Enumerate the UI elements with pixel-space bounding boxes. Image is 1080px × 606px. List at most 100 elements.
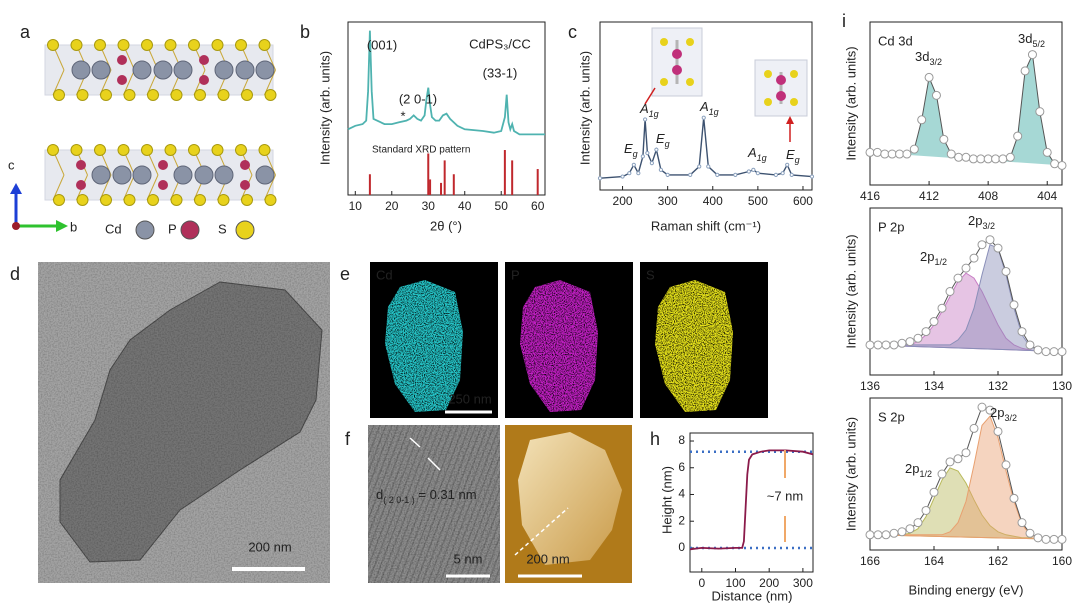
data-point [706, 164, 711, 169]
label-sub: g [633, 149, 638, 159]
atom-s [790, 70, 798, 78]
atom-s [764, 70, 772, 78]
y-tick-label: 8 [678, 433, 685, 447]
atom-p [76, 160, 86, 170]
data-point [1050, 159, 1060, 169]
data-point [945, 287, 955, 296]
atom-s [94, 144, 106, 156]
data-point [929, 317, 939, 327]
data-point [1033, 533, 1043, 543]
x-tick-label: 136 [860, 379, 880, 393]
label-main: A [747, 145, 757, 160]
legend-label: P [168, 221, 177, 236]
label-sub: 1g [709, 107, 719, 117]
data-point [1009, 493, 1019, 503]
x-tick-label: 200 [613, 194, 633, 208]
axis-label: c [8, 157, 15, 172]
axis-origin [12, 222, 20, 230]
data-point [937, 469, 947, 479]
data-point [993, 426, 1003, 436]
atom-s [217, 89, 230, 101]
data-point [931, 90, 941, 100]
data-point [977, 402, 987, 412]
mode-label: A1g [747, 145, 767, 163]
atom-cd [112, 165, 132, 185]
y-axis-label: Height (nm) [659, 466, 674, 534]
atom-s [76, 89, 89, 101]
atom-s [170, 194, 183, 206]
atom-s [164, 144, 177, 156]
noise [38, 262, 330, 583]
atom-s [217, 194, 230, 206]
peak-label: 2p1/2 [905, 461, 932, 479]
legend-atom [135, 220, 155, 240]
atom-p [117, 55, 127, 65]
data-point [1042, 147, 1052, 157]
panel-label: c [568, 22, 577, 42]
data-point [1009, 300, 1019, 310]
atom-s [123, 89, 136, 101]
atom-s [211, 144, 224, 156]
data-point [1017, 327, 1027, 337]
data-line [599, 117, 813, 179]
data-point [865, 340, 875, 350]
panel-title: S 2p [878, 409, 905, 424]
atom-p [199, 55, 209, 65]
x-tick-label: 164 [924, 554, 944, 568]
atom-s [141, 39, 153, 51]
label-sub: 5/2 [1032, 39, 1045, 49]
atom-cd [255, 165, 275, 185]
y-tick-label: 0 [678, 540, 685, 554]
data-point [620, 174, 625, 179]
y-axis-label: Intensity (arb. units) [843, 234, 858, 348]
peak-label: 2p3/2 [990, 405, 1017, 423]
data-point [865, 147, 875, 157]
panel-label: h [650, 429, 660, 449]
data-point [789, 172, 794, 177]
label-main: 3d [915, 49, 929, 64]
pointer [409, 437, 421, 448]
atom-s [76, 194, 89, 206]
peak-label: (33-1) [483, 65, 518, 80]
panel-label: e [340, 264, 350, 284]
x-tick-label: 0 [698, 576, 705, 590]
atom-s [117, 39, 130, 51]
atom-s [188, 144, 200, 156]
data-point [937, 303, 947, 313]
label-main: 2p [920, 249, 934, 264]
data-point [897, 338, 907, 348]
data-point [913, 333, 923, 343]
data-point [913, 518, 923, 528]
atom-s [264, 194, 277, 206]
layer-slab [44, 149, 274, 201]
label-main: E [786, 147, 795, 162]
atom-cd [91, 165, 111, 185]
data-point [889, 528, 899, 538]
atom-p [672, 65, 682, 75]
data-point [887, 149, 897, 159]
peak-label: * [400, 108, 405, 123]
x-tick-label: 600 [793, 194, 813, 208]
fit-component [869, 415, 1063, 540]
data-point [755, 171, 760, 176]
data-point [985, 405, 995, 415]
x-axis-label: Distance (nm) [712, 588, 793, 603]
arrow-head [786, 116, 794, 124]
data-point [985, 235, 995, 245]
data-point [897, 527, 907, 537]
data-point [977, 240, 987, 250]
atom-s [264, 89, 277, 101]
atom-s [47, 39, 59, 51]
y-tick-label: 6 [678, 460, 685, 474]
atom-s [94, 39, 106, 51]
data-point [873, 340, 883, 350]
label-sub: 3/2 [1004, 413, 1017, 423]
data-point [872, 147, 882, 157]
atom-s [258, 144, 271, 156]
plot-frame [869, 207, 1063, 376]
label-main: 2p [990, 405, 1004, 420]
peak-label: 2p3/2 [968, 213, 995, 231]
data-point [961, 448, 971, 458]
atom-cd [173, 165, 193, 185]
atom-s [164, 39, 177, 51]
